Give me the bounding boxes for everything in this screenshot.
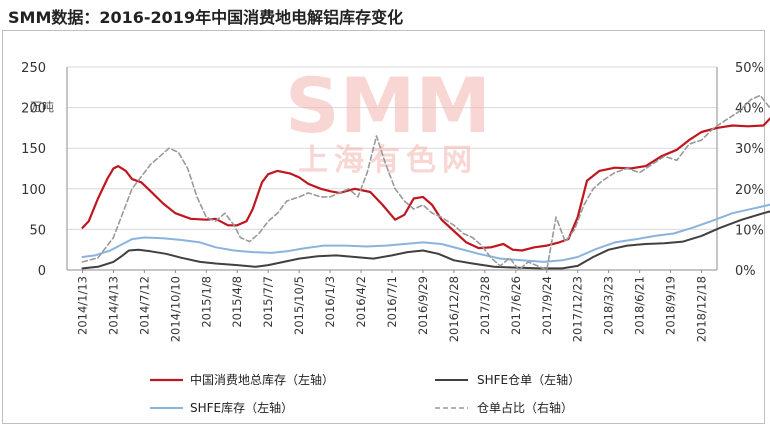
y-right-tick-label: 40% (735, 102, 764, 117)
x-tick-label: 2017/9/24 (540, 276, 554, 335)
x-tick-label: 2016/7/1 (385, 276, 399, 328)
series-line-2 (81, 203, 770, 263)
x-tick-label: 2015/1/8 (199, 276, 213, 328)
y-right-tick-label: 50% (735, 61, 764, 76)
y-left-tick-label: 100 (21, 183, 46, 198)
chart-title: SMM数据：2016-2019年中国消费地电解铝库存变化 (8, 8, 404, 27)
watermark-cn: 上海有色网 (298, 143, 478, 178)
x-tick-label: 2016/4/2 (354, 276, 368, 328)
y-unit-label: 万吨 (30, 100, 54, 114)
chart-frame (2, 30, 765, 424)
x-tick-label: 2014/10/10 (168, 276, 182, 342)
y-left-tick-label: 50 (29, 223, 46, 238)
y-right-ticks: 0% 10% 20% 30% 40% 50% (735, 61, 764, 279)
x-tick-label: 2016/12/28 (447, 276, 461, 342)
x-tick-label: 2018/6/21 (633, 276, 647, 335)
x-tick-label: 2014/1/13 (75, 276, 89, 335)
y-left-tick-label: 200 (21, 102, 46, 117)
watermark-brand: SMM (285, 61, 491, 150)
legend-label-1: SHFE仓单（左轴） (477, 372, 580, 387)
legend-label-2: SHFE库存（左轴） (190, 400, 293, 415)
x-tick-label: 2015/7/7 (261, 276, 275, 328)
legend-label-0: 中国消费地总库存（左轴） (190, 372, 334, 387)
y-left-ticks: 0 50 100 150 200 250 (21, 61, 46, 279)
y-right-tick-label: 20% (735, 183, 764, 198)
x-tick-label: 2018/3/23 (602, 276, 616, 335)
y-left-tick-label: 250 (21, 61, 46, 76)
series-lines (81, 94, 770, 271)
legend: 中国消费地总库存（左轴） SHFE仓单（左轴） SHFE库存（左轴） 仓单占比（右轴） (150, 372, 580, 415)
x-tick-label: 2015/4/8 (230, 276, 244, 328)
y-left-tick-label: 150 (21, 142, 46, 157)
x-tick-label: 2017/3/28 (478, 276, 492, 335)
y-right-tick-label: 10% (735, 223, 764, 238)
x-tick-label: 2017/6/26 (509, 276, 523, 335)
x-tick-label: 2018/9/19 (664, 276, 678, 335)
series-line-3 (81, 94, 770, 271)
x-ticks: 2014/1/13 2014/4/13 2014/7/12 2014/10/10 201… (75, 270, 709, 342)
y-right-tick-label: 0% (735, 264, 756, 279)
watermark: SMM 上海有色网 (285, 61, 491, 178)
x-tick-label: 2014/7/12 (137, 276, 151, 335)
series-line-1 (81, 210, 770, 270)
x-tick-label: 2015/10/5 (292, 276, 306, 335)
legend-label-3: 仓单占比（右轴） (477, 400, 573, 415)
x-tick-label: 2018/12/18 (695, 276, 709, 342)
x-tick-label: 2014/4/13 (106, 276, 120, 335)
y-right-tick-label: 30% (735, 142, 764, 157)
y-left-tick-label: 0 (38, 264, 46, 279)
grid-lines (67, 66, 717, 230)
x-tick-label: 2017/12/23 (571, 276, 585, 342)
x-tick-label: 2016/9/29 (416, 276, 430, 335)
series-line-0 (81, 116, 770, 252)
x-tick-label: 2016/1/3 (323, 276, 337, 328)
